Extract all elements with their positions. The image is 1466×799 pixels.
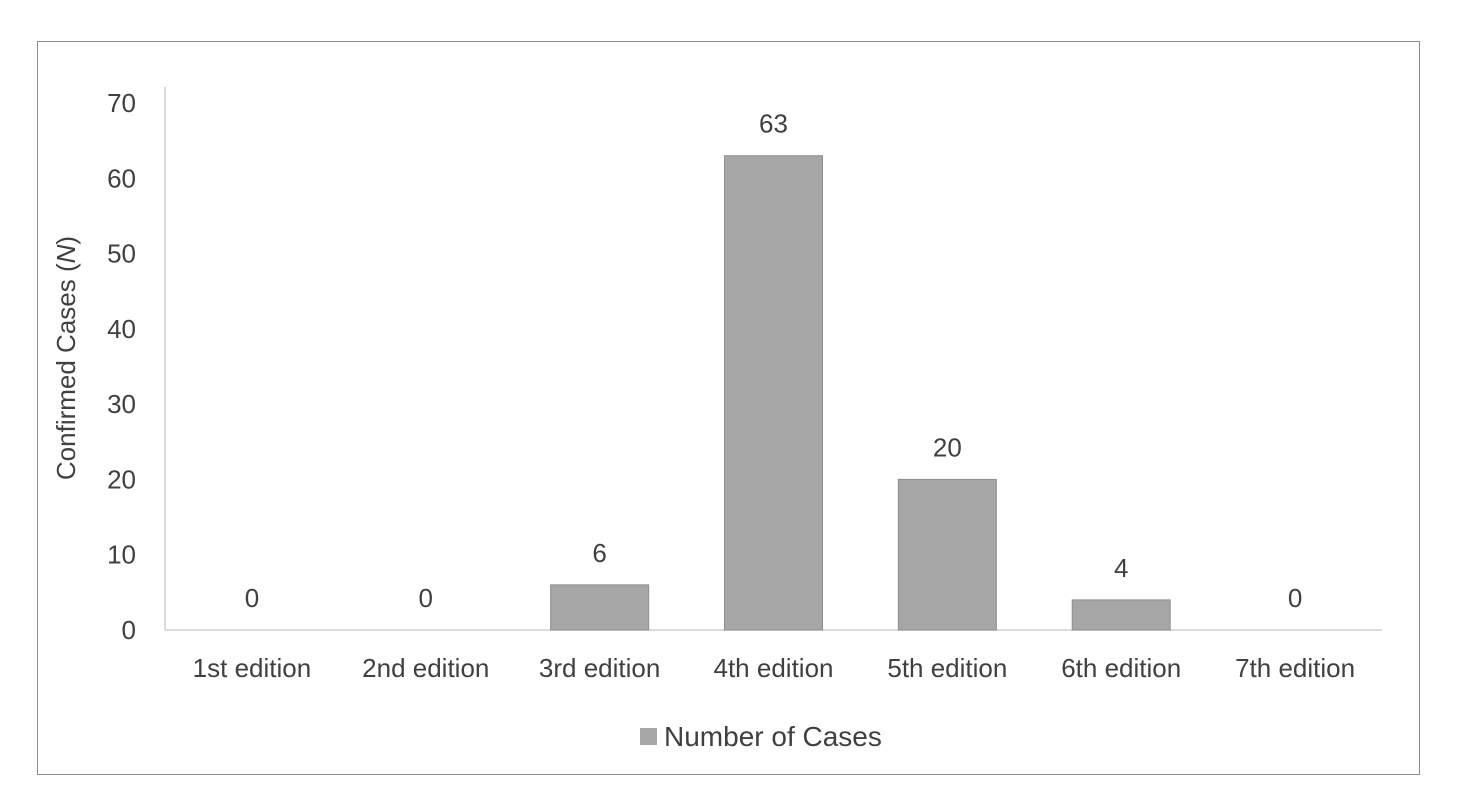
data-label: 0 <box>245 583 259 613</box>
y-tick-label: 70 <box>107 88 136 118</box>
x-tick-label: 7th edition <box>1235 653 1355 683</box>
y-tick-label: 40 <box>107 314 136 344</box>
x-tick-label: 2nd edition <box>362 653 489 683</box>
y-axis-title-prefix: Confirmed Cases ( <box>51 263 81 480</box>
x-tick-labels: 1st edition 2nd edition 3rd edition 4th edi… <box>193 653 1355 683</box>
data-label: 6 <box>592 538 606 568</box>
x-tick-label: 5th edition <box>887 653 1007 683</box>
x-tick-label: 1st edition <box>193 653 312 683</box>
bar <box>550 584 650 631</box>
data-label: 0 <box>1288 583 1302 613</box>
legend-swatch <box>640 728 657 745</box>
y-tick-labels: 0 10 20 30 40 50 60 70 <box>107 88 136 645</box>
x-tick-label: 6th edition <box>1061 653 1181 683</box>
data-label: 4 <box>1114 553 1128 583</box>
bar-series <box>550 155 1171 631</box>
data-label: 63 <box>759 109 788 139</box>
x-tick-label: 4th edition <box>714 653 834 683</box>
y-axis-title: Confirmed Cases (N) <box>51 236 81 480</box>
x-tick-label: 3rd edition <box>539 653 660 683</box>
y-tick-label: 50 <box>107 239 136 269</box>
y-tick-label: 30 <box>107 389 136 419</box>
y-tick-label: 20 <box>107 464 136 494</box>
legend: Number of Cases <box>640 721 882 752</box>
y-axis-title-suffix: ) <box>51 236 81 245</box>
y-tick-label: 0 <box>122 615 136 645</box>
y-tick-label: 60 <box>107 163 136 193</box>
legend-label: Number of Cases <box>664 721 882 752</box>
data-labels: 0 0 6 63 20 4 0 <box>245 109 1303 613</box>
data-label: 0 <box>419 583 433 613</box>
bar <box>724 155 823 631</box>
bar <box>897 478 997 631</box>
data-label: 20 <box>933 432 962 462</box>
bar <box>1071 599 1171 631</box>
y-axis-title-variable: N <box>51 244 81 263</box>
y-tick-label: 10 <box>107 540 136 570</box>
